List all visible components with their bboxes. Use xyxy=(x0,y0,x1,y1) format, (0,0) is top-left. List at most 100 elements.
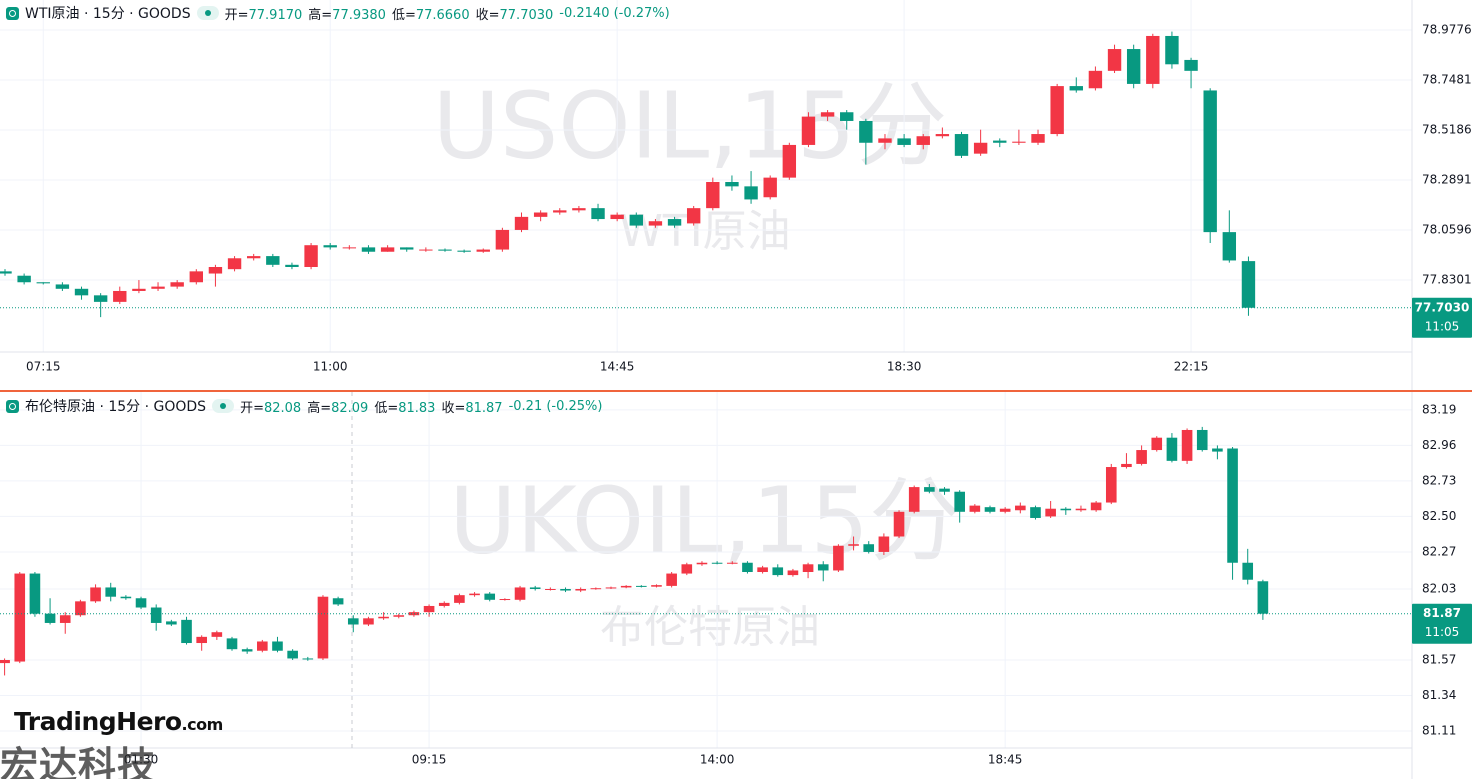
candle-body xyxy=(529,587,541,589)
candle-body xyxy=(1241,261,1256,308)
y-tick-label: 82.50 xyxy=(1422,509,1456,523)
candle-body xyxy=(361,247,376,252)
status-pill xyxy=(196,6,219,20)
candle-body xyxy=(1030,507,1041,518)
candle-body xyxy=(954,134,969,156)
ohlc-item: 收=81.87 xyxy=(441,397,502,416)
candle-body xyxy=(332,598,344,605)
candle-body xyxy=(772,567,784,576)
candle-body xyxy=(1166,437,1178,461)
candle-body xyxy=(610,214,624,220)
y-tick-label: 78.7481 xyxy=(1422,72,1472,86)
last-time-label: 11:05 xyxy=(1425,319,1460,333)
candle-body xyxy=(266,256,280,265)
candle-body xyxy=(74,288,89,296)
candle-body xyxy=(711,562,723,564)
candle-body xyxy=(1060,508,1072,511)
candle-body xyxy=(629,214,643,226)
symbol: 布伦特原油 · 15分 · GOODS xyxy=(25,399,207,415)
candle-body xyxy=(648,221,663,226)
logo: TradingHero.com xyxy=(14,707,223,736)
candle-body xyxy=(1227,448,1238,563)
candle-body xyxy=(226,638,238,650)
candle-body xyxy=(820,112,835,117)
candle-body xyxy=(1075,508,1087,511)
candle-body xyxy=(0,660,10,664)
candle-body xyxy=(667,219,682,226)
candle-body xyxy=(438,602,450,606)
candle-body xyxy=(848,544,859,546)
candle-body xyxy=(924,487,935,492)
candle-body xyxy=(560,588,571,591)
candle-body xyxy=(1136,450,1147,464)
candle-body xyxy=(969,505,981,512)
candle-body xyxy=(241,649,253,652)
candle-body xyxy=(423,605,435,613)
candle-body xyxy=(347,618,359,625)
watermark: 布伦特原油 xyxy=(600,602,820,653)
candle-body xyxy=(189,271,203,283)
candle-body xyxy=(44,613,56,623)
candle-body xyxy=(973,142,988,154)
candle-body xyxy=(208,266,223,274)
candle-body xyxy=(170,282,184,287)
candle-body xyxy=(302,658,314,660)
ohlc-value: 82.08 xyxy=(263,400,302,416)
candle-body xyxy=(763,177,777,198)
candle-body xyxy=(363,618,374,625)
ohlc-value: 77.6660 xyxy=(415,7,470,23)
candle-body xyxy=(575,588,586,591)
ohlc-item: 高=82.09 xyxy=(307,397,368,416)
candle-body xyxy=(150,607,162,623)
candle-body xyxy=(533,212,548,217)
y-tick-label: 78.2891 xyxy=(1422,173,1472,187)
candle-body xyxy=(706,181,720,209)
candle-body xyxy=(1203,90,1217,233)
ohlc-value: 81.87 xyxy=(465,400,503,416)
ohlc-value: 82.09 xyxy=(331,400,369,416)
ohlc-item: 开=77.9170 xyxy=(225,4,303,23)
candle-body xyxy=(36,282,50,284)
candle-body xyxy=(514,216,529,230)
candle-body xyxy=(1151,437,1163,451)
candle-body xyxy=(787,570,799,576)
candle-body xyxy=(393,615,405,617)
candle-body xyxy=(151,286,165,289)
candle-body xyxy=(666,573,677,586)
candle-body xyxy=(55,284,70,289)
candle-body xyxy=(90,587,101,602)
candle-body xyxy=(105,587,117,597)
candle-body xyxy=(696,562,708,565)
candle-body xyxy=(916,136,930,145)
candle-body xyxy=(801,116,816,145)
change: -0.2140 (-0.27%) xyxy=(559,5,670,21)
candle-body xyxy=(272,641,283,651)
logo-caption: 宏达科技 xyxy=(0,744,157,779)
candle-body xyxy=(590,588,602,590)
candle-body xyxy=(1196,429,1208,451)
candle-body xyxy=(1126,49,1141,84)
candle-body xyxy=(380,247,395,252)
candle-body xyxy=(897,138,911,145)
candle-body xyxy=(59,615,71,623)
candle-body xyxy=(75,601,86,616)
legend-header: WTI原油 · 15分 · GOODS 开=77.9170 高=77.9380 低=7… xyxy=(6,3,670,23)
candle-body xyxy=(1069,86,1083,91)
candle-body xyxy=(181,619,192,644)
candle-body xyxy=(93,295,108,302)
candle-body xyxy=(323,245,337,248)
last-price-label: 81.87 xyxy=(1423,606,1461,620)
candle-body xyxy=(833,545,844,571)
candle-body xyxy=(939,488,950,492)
candle-body xyxy=(686,208,701,224)
candle-body xyxy=(166,621,177,625)
last-time-label: 11:05 xyxy=(1425,625,1460,639)
candle-body xyxy=(438,249,452,251)
candle-body xyxy=(742,562,753,573)
ohlc-key: 收= xyxy=(441,400,466,416)
ohlc-key: 收= xyxy=(475,7,500,23)
last-price-box xyxy=(1412,603,1472,644)
candle-body xyxy=(859,120,873,143)
candle-body xyxy=(476,249,490,252)
